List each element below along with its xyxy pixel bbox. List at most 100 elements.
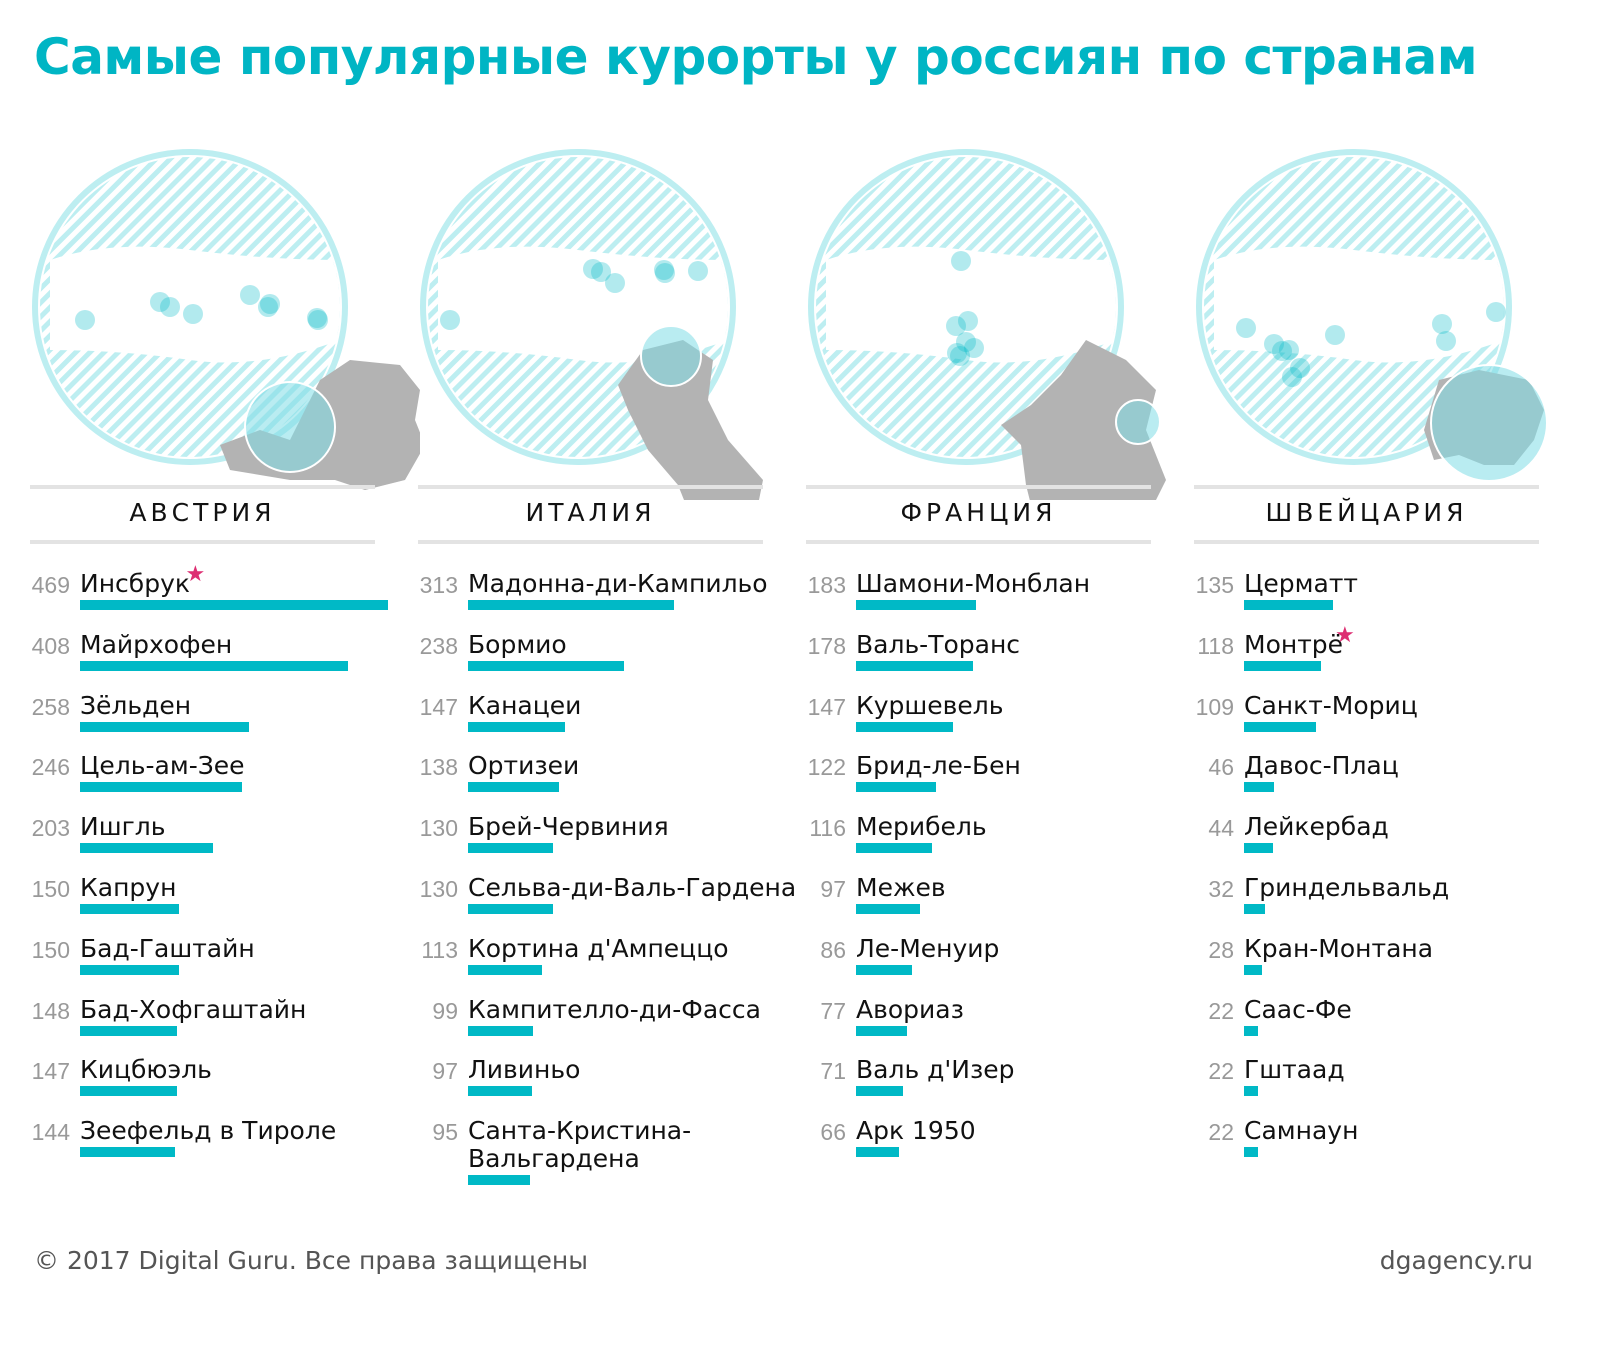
resort-marker[interactable] xyxy=(605,273,625,293)
visitor-count: 313 xyxy=(419,572,458,598)
resort-row: 313 Мадонна-ди-Кампильо xyxy=(418,570,818,630)
resort-name: Межев xyxy=(856,873,946,902)
resort-marker[interactable] xyxy=(591,262,611,282)
map-circle-border xyxy=(808,149,1124,465)
resort-name: Гштаад xyxy=(1244,1055,1345,1085)
value-bar xyxy=(80,964,179,975)
resort-marker[interactable] xyxy=(583,259,603,279)
resort-row: 22 Гштаад xyxy=(1194,1056,1594,1116)
resort-name: Бормио xyxy=(468,629,567,659)
resort-marker[interactable] xyxy=(183,304,203,324)
resort-marker[interactable] xyxy=(440,310,460,330)
resort-row: 44 Лейкербад xyxy=(1194,813,1594,873)
resort-marker[interactable] xyxy=(75,310,95,330)
resort-marker[interactable] xyxy=(964,338,984,358)
visitor-count: 203 xyxy=(31,815,70,842)
value-bar xyxy=(80,1025,177,1036)
resort-marker[interactable] xyxy=(1325,325,1345,345)
visitor-count: 147 xyxy=(807,693,846,720)
value-bar xyxy=(1244,1086,1258,1097)
resort-marker[interactable] xyxy=(1282,367,1302,387)
resort-marker[interactable] xyxy=(947,343,967,363)
resort-marker[interactable] xyxy=(1436,331,1456,351)
value-bar xyxy=(1244,843,1273,854)
visitor-count: 238 xyxy=(419,632,458,659)
resort-marker[interactable] xyxy=(1236,318,1256,338)
resort-row: 258 Зёльден xyxy=(30,691,430,752)
map-circle-border xyxy=(420,149,736,465)
region-map xyxy=(32,149,420,490)
resort-name: Санта-Кристина- Вальгардена xyxy=(468,1116,692,1174)
divider xyxy=(418,485,763,489)
value-bar xyxy=(468,721,565,732)
resort-name: Цель-ам-Зее xyxy=(80,751,245,781)
resort-row: 109 Санкт-Мориц xyxy=(1194,691,1594,752)
resort-marker[interactable] xyxy=(946,316,966,336)
visitor-count: 138 xyxy=(419,754,458,781)
visitor-count: 144 xyxy=(31,1119,70,1146)
resort-marker[interactable] xyxy=(1272,341,1292,361)
resort-marker[interactable] xyxy=(688,261,708,281)
resort-marker[interactable] xyxy=(958,311,978,331)
resort-marker[interactable] xyxy=(307,308,327,328)
resort-name: Давос-Плац xyxy=(1244,751,1399,781)
visitor-count: 183 xyxy=(807,572,846,598)
resort-marker[interactable] xyxy=(160,297,180,317)
resort-marker[interactable] xyxy=(655,263,675,283)
value-bar xyxy=(1244,660,1321,671)
country-title: ИТАЛИЯ xyxy=(525,498,656,527)
resort-marker[interactable] xyxy=(308,310,328,330)
resort-marker[interactable] xyxy=(956,332,976,352)
visitor-count: 469 xyxy=(31,572,70,598)
resort-row: 148 Бад-Хофгаштайн xyxy=(30,995,430,1056)
resort-name: Кампителло-ди-Фасса xyxy=(468,994,761,1024)
resort-row: 150 Капрун xyxy=(30,874,430,934)
resort-row: 130 Сельва-ди-Валь-Гардена xyxy=(418,874,818,934)
region-map xyxy=(808,149,1166,500)
visitor-count: 147 xyxy=(31,1058,70,1085)
resort-marker[interactable] xyxy=(654,260,674,280)
value-bar xyxy=(856,964,912,975)
visitor-count: 258 xyxy=(31,693,70,720)
resort-name: Мадонна-ди-Кампильо xyxy=(468,569,768,598)
value-bar xyxy=(1244,721,1316,732)
resort-row: 32 Гриндельвальд xyxy=(1194,874,1594,934)
resort-row: 28 Кран-Монтана xyxy=(1194,934,1594,995)
resort-marker[interactable] xyxy=(1432,314,1452,334)
country-panel: ФРАНЦИЯ 183 Шамони-Монблан 178 Валь-Тора… xyxy=(806,140,1166,1220)
mountain-region xyxy=(50,246,340,363)
resort-name: Инсбрук xyxy=(80,569,190,598)
site-link[interactable]: dgagency.ru xyxy=(1379,1246,1533,1275)
resort-marker[interactable] xyxy=(240,285,260,305)
resort-row: 46 Давос-Плац xyxy=(1194,752,1594,812)
resort-marker[interactable] xyxy=(951,251,971,271)
resort-marker[interactable] xyxy=(950,346,970,366)
value-bar xyxy=(80,843,213,854)
value-bar xyxy=(1244,904,1265,914)
country-title: ШВЕЙЦАРИЯ xyxy=(1265,498,1468,527)
value-bar xyxy=(468,904,553,914)
resort-name: Бад-Гаштайн xyxy=(80,933,255,963)
value-bar xyxy=(856,1147,899,1158)
star-icon: ★ xyxy=(185,562,206,587)
resort-marker[interactable] xyxy=(1279,340,1299,360)
resort-row: 144 Зеефельд в Тироле xyxy=(30,1117,430,1177)
resort-marker[interactable] xyxy=(1290,358,1310,378)
resort-row: 116 Мерибель xyxy=(806,813,1206,873)
resort-marker[interactable] xyxy=(1486,302,1506,322)
resort-marker[interactable] xyxy=(150,292,170,312)
resort-name: Монтрё xyxy=(1244,629,1344,659)
resort-marker[interactable] xyxy=(260,294,280,314)
resort-name: Валь д'Изер xyxy=(856,1055,1015,1085)
resort-marker[interactable] xyxy=(258,297,278,317)
region-map xyxy=(1196,149,1548,482)
resort-row: 147 Канацеи xyxy=(418,691,818,752)
country-panel: АВСТРИЯ 469 Инсбрук ★ 408 Майрхофен 258 З… xyxy=(30,140,420,1220)
star-icon: ★ xyxy=(1335,622,1355,648)
visitor-count: 44 xyxy=(1208,815,1234,842)
country-title: ФРАНЦИЯ xyxy=(900,498,1057,527)
value-bar xyxy=(80,600,388,610)
resort-marker[interactable] xyxy=(1264,334,1284,354)
visitor-count: 99 xyxy=(432,997,458,1024)
resort-row: 130 Брей-Червиния xyxy=(418,813,818,873)
